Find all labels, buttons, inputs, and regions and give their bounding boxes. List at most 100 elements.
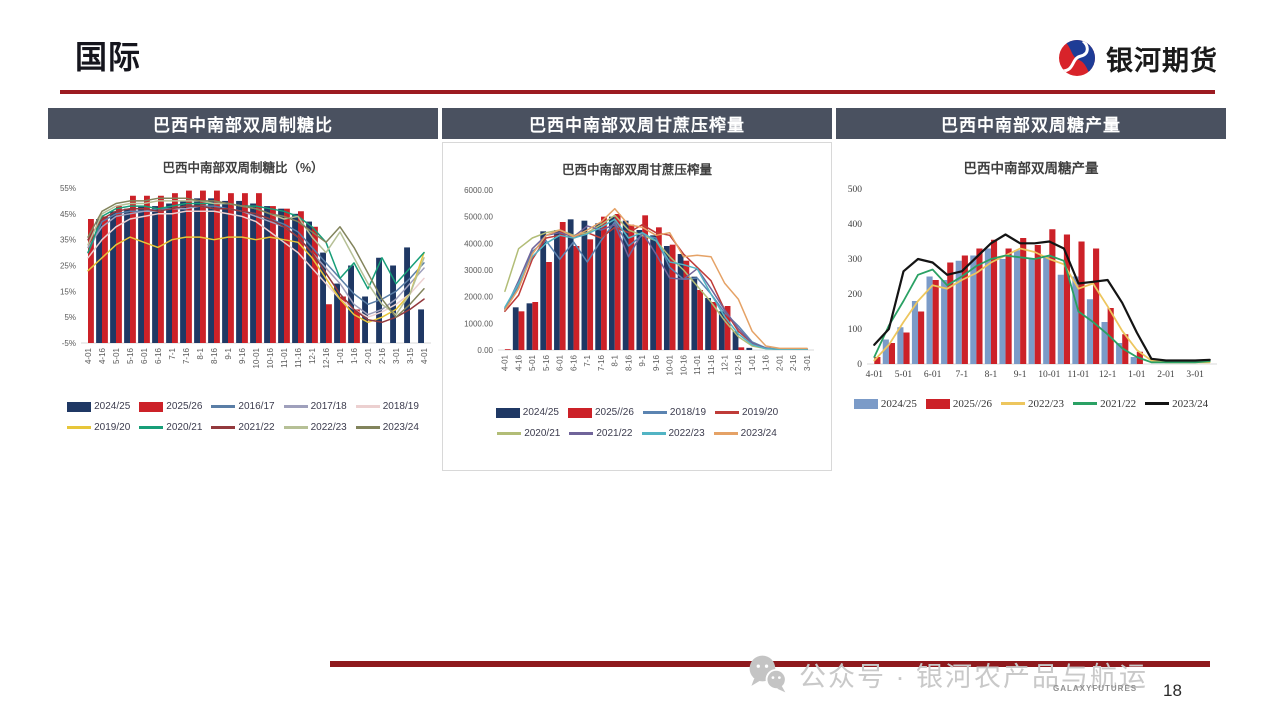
sugar-output-legend: 2024/25 2025//26 2022/23 2021/22 2023/24 (836, 393, 1226, 414)
legend-swatch (355, 405, 380, 408)
svg-text:6-01: 6-01 (140, 347, 149, 364)
watermark: 公众号 · 银河农产品与航运 (745, 653, 1148, 695)
svg-text:15%: 15% (60, 287, 76, 296)
legend-item: 2025//26 (925, 397, 992, 410)
legend-label: 2020/21 (524, 428, 561, 439)
legend-label: 2021/22 (1100, 397, 1137, 410)
svg-text:1-16: 1-16 (762, 354, 771, 371)
legend-item: 2025/26 (139, 401, 202, 412)
legend-item: 2020/21 (139, 422, 202, 433)
svg-text:9-1: 9-1 (638, 354, 647, 366)
legend-swatch (67, 426, 92, 429)
svg-text:7-1: 7-1 (583, 354, 592, 366)
panel-sugar-output: 巴西中南部双周糖产量 巴西中南部双周糖产量 500 400 300 200 100 0 4-… (836, 108, 1226, 414)
svg-text:1-16: 1-16 (350, 347, 359, 364)
legend-item: 2023/24 (355, 422, 419, 433)
legend-label: 2019/20 (742, 407, 779, 418)
legend-swatch (713, 432, 738, 435)
cane-crush-box: 巴西中南部双周甘蔗压榨量 6000.00 5000.00 4000.00 3000.0… (442, 142, 832, 471)
svg-text:6-01: 6-01 (924, 370, 942, 380)
svg-text:1000.00: 1000.00 (464, 319, 493, 328)
legend-swatch (1145, 402, 1170, 405)
page-title: 国际 (75, 39, 142, 75)
svg-text:9-16: 9-16 (652, 354, 661, 371)
panel-header-sugar-output: 巴西中南部双周糖产量 (836, 108, 1226, 139)
legend-swatch (139, 401, 164, 412)
brand-sub-label: GALAXYFUTURES (1053, 684, 1138, 693)
legend-row: 2020/21 2021/22 2022/23 2023/24 (451, 423, 823, 444)
svg-text:10-16: 10-16 (679, 354, 688, 375)
legend-swatch (283, 405, 308, 408)
svg-text:4-01: 4-01 (501, 354, 510, 371)
legend-swatch (641, 432, 666, 435)
svg-text:10-01: 10-01 (666, 354, 675, 375)
legend-item: 2021/22 (569, 428, 633, 439)
legend-swatch (1001, 402, 1025, 405)
svg-text:9-16: 9-16 (238, 347, 247, 364)
svg-text:9-1: 9-1 (1014, 370, 1027, 380)
svg-text:8-1: 8-1 (196, 347, 205, 359)
svg-text:100: 100 (848, 325, 863, 335)
chart-title-sugar-output: 巴西中南部双周糖产量 (963, 161, 1099, 176)
legend-label: 2022/23 (1028, 397, 1065, 410)
legend-swatch (283, 426, 308, 429)
legend-swatch (497, 432, 522, 435)
legend-item: 2020/21 (497, 428, 560, 439)
chart-title-sugar-ratio: 巴西中南部双周制糖比（%） (162, 161, 324, 175)
watermark-text: 公众号 · 银河农产品与航运 (799, 661, 1148, 692)
svg-text:45%: 45% (60, 210, 76, 219)
title-underline (60, 90, 1215, 94)
svg-text:5-01: 5-01 (528, 354, 537, 371)
svg-text:4-16: 4-16 (98, 347, 107, 364)
svg-text:1-01: 1-01 (336, 347, 345, 364)
legend-swatch (355, 426, 380, 429)
legend-label: 2024/25 (880, 397, 917, 410)
chart-panels: 巴西中南部双周制糖比 巴西中南部双周制糖比（%） 55% 45% 35% 25% 15%… (48, 108, 1226, 471)
legend-swatch (211, 426, 236, 429)
legend-item: 2022/23 (1001, 398, 1064, 410)
legend-item: 2017/18 (283, 401, 347, 412)
legend-swatch (642, 411, 667, 414)
svg-text:11-01: 11-01 (693, 354, 702, 374)
svg-text:12-1: 12-1 (308, 347, 317, 364)
svg-text:4000.00: 4000.00 (464, 239, 493, 248)
svg-text:1-01: 1-01 (748, 354, 757, 371)
legend-item: 2021/22 (211, 422, 275, 433)
legend-item: 2019/20 (715, 407, 778, 418)
svg-text:55%: 55% (60, 184, 76, 193)
svg-text:8-16: 8-16 (210, 347, 219, 364)
legend-label: 2018/19 (669, 407, 707, 418)
legend-label: 2016/17 (238, 401, 275, 412)
sugar-output-chart: 500 400 300 200 100 0 4-01 5-01 6-01 7-1 8-1 9-1 10-… (848, 185, 1217, 380)
legend-label: 2025//26 (952, 397, 992, 410)
svg-text:5%: 5% (64, 313, 76, 322)
svg-text:6-16: 6-16 (569, 354, 578, 371)
legend-swatch (715, 411, 740, 414)
page-number: 18 (1163, 681, 1182, 700)
svg-text:7-1: 7-1 (955, 370, 968, 380)
svg-text:2-16: 2-16 (789, 354, 798, 371)
svg-text:10-01: 10-01 (252, 347, 261, 368)
svg-text:5-16: 5-16 (126, 347, 135, 364)
svg-text:2-01: 2-01 (364, 347, 373, 364)
svg-text:4-01: 4-01 (84, 347, 93, 364)
legend-swatch (853, 398, 878, 409)
legend-item: 2024/25 (853, 397, 917, 410)
wechat-icon (749, 655, 787, 693)
svg-text:500: 500 (848, 185, 863, 195)
svg-text:2-01: 2-01 (1157, 370, 1175, 380)
legend-label: 2025//26 (594, 407, 634, 418)
svg-text:11-16: 11-16 (707, 354, 716, 374)
svg-text:3-01: 3-01 (1186, 370, 1204, 380)
panel-sugar-ratio: 巴西中南部双周制糖比 巴西中南部双周制糖比（%） 55% 45% 35% 25% 15%… (48, 108, 438, 438)
svg-text:2000.00: 2000.00 (464, 293, 493, 302)
legend-label: 2023/24 (382, 422, 419, 433)
svg-text:0.00: 0.00 (477, 346, 493, 355)
chart-title-cane-crush: 巴西中南部双周甘蔗压榨量 (561, 163, 712, 177)
legend-label: 2021/22 (596, 428, 633, 439)
brand-name: 银河期货 (1106, 45, 1218, 76)
svg-text:200: 200 (848, 290, 863, 300)
legend-row: 2024/25 2025/26 2016/17 2017/18 2018/19 (48, 396, 438, 417)
legend-label: 2018/19 (382, 401, 419, 412)
